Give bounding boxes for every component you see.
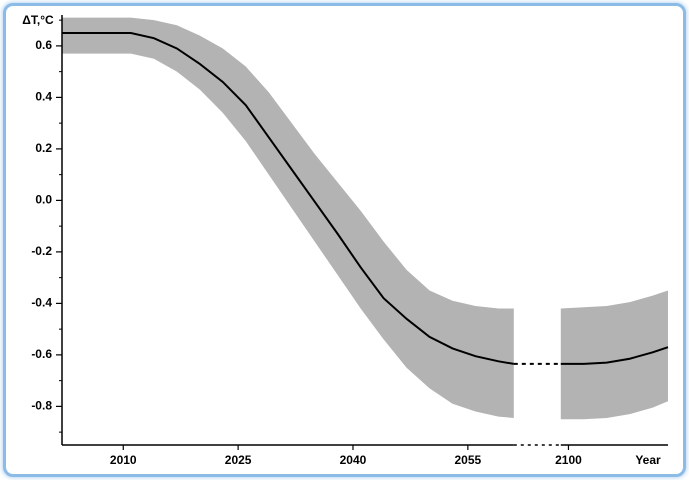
y-tick-label: -0.2	[31, 244, 52, 258]
uncertainty-band	[560, 290, 668, 420]
y-tick-label: 0.4	[35, 90, 52, 104]
mean-line	[62, 32, 514, 365]
y-tick-label: -0.4	[31, 296, 52, 310]
uncertainty-band	[62, 17, 514, 418]
x-tick-label: 2040	[340, 453, 367, 467]
y-tick-label: 0.6	[35, 38, 52, 52]
y-tick-label: 0.2	[35, 141, 52, 155]
x-tick-label: 2100	[555, 453, 582, 467]
y-tick-label: -0.8	[31, 399, 52, 413]
x-tick-label: 2010	[110, 453, 137, 467]
y-tick-label: -0.6	[31, 347, 52, 361]
y-tick-label: 0.0	[35, 193, 52, 207]
x-tick-label: 2025	[225, 453, 252, 467]
x-tick-label: 2055	[454, 453, 481, 467]
y-axis-label: ΔT,°C	[22, 13, 54, 27]
mean-line	[560, 346, 669, 365]
x-axis-label: Year	[635, 453, 661, 467]
